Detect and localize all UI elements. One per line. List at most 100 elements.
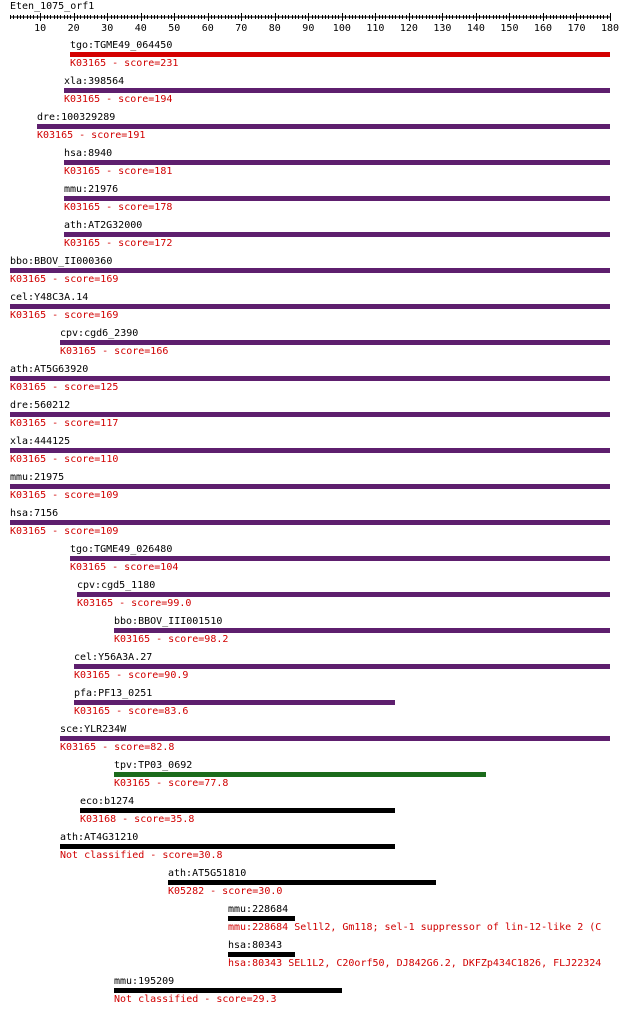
hit-gene-link[interactable]: dre:560212 xyxy=(10,400,71,411)
hit-score-label[interactable]: Not classified - score=29.3 xyxy=(114,994,277,1005)
hit-alignment-bar[interactable] xyxy=(228,952,295,957)
scale-tick-label: 20 xyxy=(68,23,80,34)
hit-score-label[interactable]: K03165 - score=194 xyxy=(64,94,173,105)
hit-alignment-bar[interactable] xyxy=(114,772,486,777)
hit-alignment-bar[interactable] xyxy=(10,520,610,525)
hit-score-label[interactable]: K03165 - score=125 xyxy=(10,382,119,393)
hit-alignment-bar[interactable] xyxy=(10,484,610,489)
hit-score-label[interactable]: K03165 - score=77.8 xyxy=(114,778,229,789)
scale-tick-label: 80 xyxy=(269,23,281,34)
hit-gene-link[interactable]: hsa:7156 xyxy=(10,508,59,519)
hit-gene-link[interactable]: ath:AT2G32000 xyxy=(64,220,143,231)
hit-alignment-bar[interactable] xyxy=(64,232,610,237)
scale-tick-label: 100 xyxy=(333,23,351,34)
hit-gene-link[interactable]: mmu:21976 xyxy=(64,184,119,195)
hit-gene-link[interactable]: ath:AT5G63920 xyxy=(10,364,89,375)
hit-gene-link[interactable]: mmu:195209 xyxy=(114,976,175,987)
hit-alignment-bar[interactable] xyxy=(80,808,395,813)
hit-alignment-bar[interactable] xyxy=(70,52,610,57)
hit-alignment-bar[interactable] xyxy=(10,376,610,381)
hit-gene-link[interactable]: tgo:TGME49_026480 xyxy=(70,544,173,555)
scale-tick-label: 110 xyxy=(366,23,384,34)
hit-gene-link[interactable]: ath:AT5G51810 xyxy=(168,868,247,879)
hit-alignment-bar[interactable] xyxy=(64,160,610,165)
hit-gene-link[interactable]: cpv:cgd6_2390 xyxy=(60,328,139,339)
hit-gene-link[interactable]: bbo:BBOV_III001510 xyxy=(114,616,223,627)
hit-score-label[interactable]: Not classified - score=30.8 xyxy=(60,850,223,861)
hit-gene-link[interactable]: ath:AT4G31210 xyxy=(60,832,139,843)
hit-alignment-bar[interactable] xyxy=(10,304,610,309)
hit-score-label[interactable]: K03165 - score=110 xyxy=(10,454,119,465)
hit-score-label[interactable]: K03165 - score=181 xyxy=(64,166,173,177)
hit-score-label[interactable]: K03168 - score=35.8 xyxy=(80,814,195,825)
hit-score-label[interactable]: K05282 - score=30.0 xyxy=(168,886,283,897)
hit-gene-link[interactable]: cpv:cgd5_1180 xyxy=(77,580,156,591)
scale-tick-label: 180 xyxy=(601,23,619,34)
hit-gene-link[interactable]: bbo:BBOV_II000360 xyxy=(10,256,113,267)
hit-gene-link[interactable]: mmu:228684 xyxy=(228,904,289,915)
hit-score-label[interactable]: K03165 - score=231 xyxy=(70,58,179,69)
hit-gene-link[interactable]: tpv:TP03_0692 xyxy=(114,760,193,771)
hit-alignment-bar[interactable] xyxy=(168,880,436,885)
scale-tick-label: 10 xyxy=(34,23,46,34)
hit-score-label[interactable]: K03165 - score=109 xyxy=(10,490,119,501)
hit-score-label[interactable]: K03165 - score=169 xyxy=(10,310,119,321)
hit-score-label[interactable]: K03165 - score=169 xyxy=(10,274,119,285)
hit-alignment-bar[interactable] xyxy=(64,196,610,201)
scale-tick-label: 160 xyxy=(534,23,552,34)
scale-tick-label: 90 xyxy=(302,23,314,34)
hit-alignment-bar[interactable] xyxy=(77,592,610,597)
hit-gene-link[interactable]: hsa:80343 xyxy=(228,940,283,951)
hit-alignment-bar[interactable] xyxy=(74,700,395,705)
hit-gene-link[interactable]: xla:444125 xyxy=(10,436,71,447)
hit-gene-link[interactable]: tgo:TGME49_064450 xyxy=(70,40,173,51)
hit-alignment-bar[interactable] xyxy=(60,736,610,741)
hit-gene-link[interactable]: mmu:21975 xyxy=(10,472,65,483)
hit-alignment-bar[interactable] xyxy=(114,628,610,633)
hit-alignment-bar[interactable] xyxy=(60,844,395,849)
hit-gene-link[interactable]: hsa:8940 xyxy=(64,148,113,159)
hit-score-label[interactable]: K03165 - score=99.0 xyxy=(77,598,192,609)
hit-alignment-bar[interactable] xyxy=(228,916,295,921)
hit-gene-link[interactable]: pfa:PF13_0251 xyxy=(74,688,153,699)
scale-tick-label: 70 xyxy=(235,23,247,34)
hit-score-label[interactable]: K03165 - score=98.2 xyxy=(114,634,229,645)
hit-score-label[interactable]: K03165 - score=117 xyxy=(10,418,119,429)
scale-tick-label: 30 xyxy=(101,23,113,34)
hit-score-label[interactable]: K03165 - score=104 xyxy=(70,562,179,573)
hit-gene-link[interactable]: cel:Y56A3A.27 xyxy=(74,652,153,663)
scale-tick-label: 130 xyxy=(433,23,451,34)
hit-score-label[interactable]: K03165 - score=90.9 xyxy=(74,670,189,681)
hit-alignment-bar[interactable] xyxy=(10,268,610,273)
hit-score-label[interactable]: hsa:80343 SEL1L2, C20orf50, DJ842G6.2, D… xyxy=(228,958,602,969)
hit-score-label[interactable]: K03165 - score=166 xyxy=(60,346,169,357)
scale-tick-label: 140 xyxy=(467,23,485,34)
scale-tick-label: 50 xyxy=(168,23,180,34)
hit-gene-link[interactable]: xla:398564 xyxy=(64,76,125,87)
hit-alignment-bar[interactable] xyxy=(114,988,342,993)
hit-alignment-bar[interactable] xyxy=(37,124,610,129)
scale-ruler: 10 20 30 40 50 60 70 80 90 100 110 120 130 140 150 160 1… xyxy=(10,13,619,34)
hit-score-label[interactable]: mmu:228684 Sel1l2, Gm118; sel-1 suppress… xyxy=(228,922,602,933)
hit-score-label[interactable]: K03165 - score=172 xyxy=(64,238,173,249)
hit-score-label[interactable]: K03165 - score=83.6 xyxy=(74,706,189,717)
hit-score-label[interactable]: K03165 - score=109 xyxy=(10,526,119,537)
hit-score-label[interactable]: K03165 - score=178 xyxy=(64,202,173,213)
hit-score-label[interactable]: K03165 - score=82.8 xyxy=(60,742,175,753)
hit-score-label[interactable]: K03165 - score=191 xyxy=(37,130,146,141)
scale-tick-label: 120 xyxy=(400,23,418,34)
hit-alignment-bar[interactable] xyxy=(10,412,610,417)
hit-alignment-bar[interactable] xyxy=(10,448,610,453)
hit-alignment-bar[interactable] xyxy=(74,664,610,669)
hit-gene-link[interactable]: cel:Y48C3A.14 xyxy=(10,292,89,303)
hit-alignment-bar[interactable] xyxy=(70,556,610,561)
hit-gene-link[interactable]: dre:100329289 xyxy=(37,112,116,123)
query-title: Eten_1075_orf1 xyxy=(10,1,95,12)
hit-alignment-bar[interactable] xyxy=(64,88,610,93)
hit-gene-link[interactable]: sce:YLR234W xyxy=(60,724,127,735)
scale-tick-label: 40 xyxy=(135,23,147,34)
hit-alignment-bar[interactable] xyxy=(60,340,610,345)
hit-gene-link[interactable]: eco:b1274 xyxy=(80,796,135,807)
scale-tick-label: 60 xyxy=(202,23,214,34)
scale-tick-label: 170 xyxy=(567,23,585,34)
